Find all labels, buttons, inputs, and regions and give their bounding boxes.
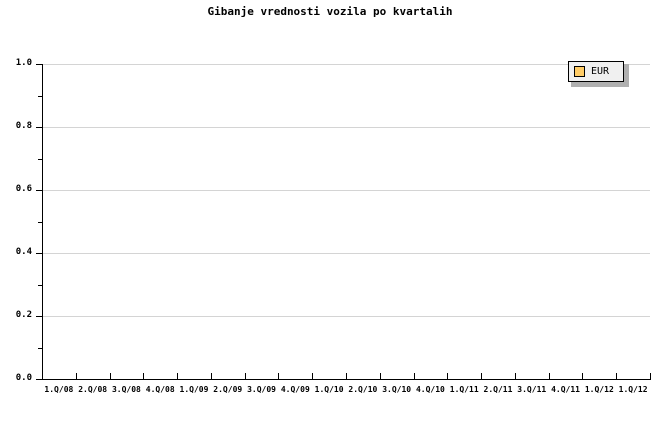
x-axis-label: 4.Q/08 bbox=[145, 385, 175, 394]
y-tick-minor bbox=[38, 347, 42, 349]
plot-area bbox=[42, 64, 650, 380]
y-axis-label: 0.2 bbox=[15, 310, 32, 320]
y-tick-minor bbox=[38, 158, 42, 160]
x-tick bbox=[515, 373, 516, 379]
x-tick bbox=[414, 373, 415, 379]
x-tick bbox=[110, 373, 111, 379]
x-axis-label: 1.Q/08 bbox=[44, 385, 74, 394]
x-axis-label: 1.Q/12 bbox=[618, 385, 648, 394]
x-axis-label: 2.Q/09 bbox=[213, 385, 243, 394]
y-axis-label: 1.0 bbox=[15, 58, 32, 68]
legend-label-eur: EUR bbox=[591, 66, 610, 77]
legend-swatch-eur bbox=[574, 66, 585, 77]
x-axis-label: 1.Q/11 bbox=[449, 385, 479, 394]
y-tick-minor bbox=[38, 221, 42, 223]
y-axis-label: 0.4 bbox=[15, 247, 32, 257]
x-axis-label: 3.Q/10 bbox=[382, 385, 412, 394]
x-tick bbox=[177, 373, 178, 379]
y-tick-major bbox=[36, 379, 42, 380]
x-tick bbox=[481, 373, 482, 379]
gridline-y bbox=[42, 190, 650, 191]
y-tick-minor bbox=[38, 284, 42, 286]
x-axis-label: 3.Q/11 bbox=[517, 385, 547, 394]
y-tick-major bbox=[36, 64, 42, 65]
x-tick bbox=[143, 373, 144, 379]
y-axis-line bbox=[42, 64, 43, 380]
y-tick-major bbox=[36, 190, 42, 191]
x-axis-line bbox=[42, 379, 651, 380]
x-axis-label: 2.Q/11 bbox=[483, 385, 513, 394]
gridline-y bbox=[42, 127, 650, 128]
gridline-y bbox=[42, 64, 650, 65]
x-axis-label: 2.Q/08 bbox=[78, 385, 108, 394]
y-axis-label: 0.6 bbox=[15, 184, 32, 194]
x-tick bbox=[42, 373, 43, 379]
chart-legend[interactable]: EUR bbox=[568, 61, 624, 82]
x-axis-label: 4.Q/11 bbox=[551, 385, 580, 394]
x-axis-label: 3.Q/09 bbox=[247, 385, 276, 394]
x-axis-label: 3.Q/08 bbox=[111, 385, 141, 394]
x-tick bbox=[211, 373, 212, 379]
x-tick bbox=[582, 373, 583, 379]
y-tick-minor bbox=[38, 95, 42, 97]
x-axis-label: 4.Q/09 bbox=[280, 385, 310, 394]
y-tick-major bbox=[36, 253, 42, 254]
y-tick-major bbox=[36, 316, 42, 317]
x-tick bbox=[380, 373, 381, 379]
x-tick bbox=[346, 373, 347, 379]
x-tick bbox=[76, 373, 77, 379]
x-tick bbox=[447, 373, 448, 379]
gridline-y bbox=[42, 253, 650, 254]
y-tick-major bbox=[36, 127, 42, 128]
x-tick bbox=[616, 373, 617, 379]
x-tick bbox=[549, 373, 550, 379]
y-axis-label: 0.8 bbox=[15, 121, 32, 131]
x-tick bbox=[245, 373, 246, 379]
gridline-y bbox=[42, 316, 650, 317]
x-axis-label: 1.Q/12 bbox=[584, 385, 614, 394]
x-tick bbox=[278, 373, 279, 379]
y-axis-label: 0.0 bbox=[15, 373, 32, 383]
x-axis-label: 1.Q/10 bbox=[314, 385, 344, 394]
x-tick bbox=[312, 373, 313, 379]
chart-title: Gibanje vrednosti vozila po kvartalih bbox=[207, 5, 453, 18]
x-axis-label: 4.Q/10 bbox=[415, 385, 445, 394]
x-axis-label: 2.Q/10 bbox=[348, 385, 378, 394]
x-axis-label: 1.Q/09 bbox=[179, 385, 209, 394]
x-tick bbox=[650, 373, 651, 379]
